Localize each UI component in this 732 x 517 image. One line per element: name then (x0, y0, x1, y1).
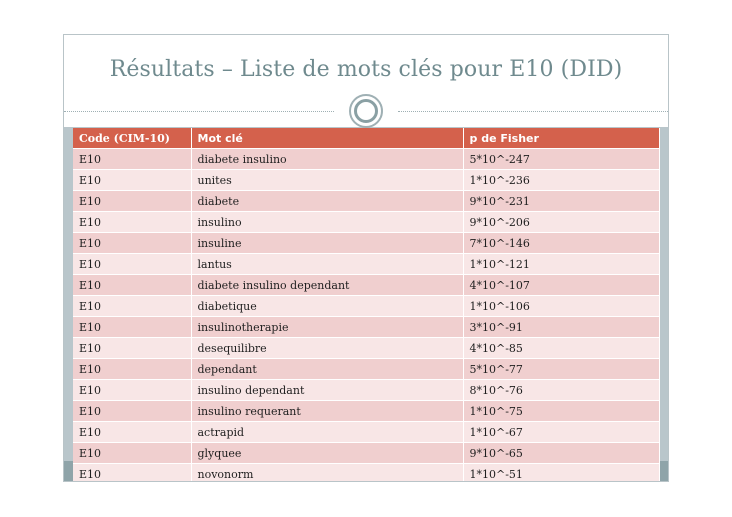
cell-p-value: 8*10^-76 (463, 379, 660, 401)
table-row: E10 unites 1*10^-236 (73, 169, 660, 191)
cell-p-value: 1*10^-106 (463, 295, 660, 317)
cell-p-value: 4*10^-85 (463, 337, 660, 359)
cell-keyword: diabete insulino (191, 148, 464, 170)
table-row: E10 actrapid 1*10^-67 (73, 421, 660, 443)
divider-right (398, 111, 668, 112)
cell-keyword: diabete insulino dependant (191, 274, 464, 296)
cell-code: E10 (73, 253, 192, 275)
divider-left (64, 111, 334, 112)
table-row: E10 lantus 1*10^-121 (73, 253, 660, 275)
table-header-row: Code (CIM-10) Mot clé p de Fisher (73, 128, 660, 149)
keyword-table: Code (CIM-10) Mot clé p de Fisher E10 di… (73, 128, 660, 481)
cell-p-value: 5*10^-247 (463, 148, 660, 170)
slide-title: Résultats – Liste de mots clés pour E10 … (109, 57, 623, 82)
table-row: E10 diabete insulino dependant 4*10^-107 (73, 274, 660, 296)
table-row: E10 diabetique 1*10^-106 (73, 295, 660, 317)
cell-keyword: unites (191, 169, 464, 191)
cell-code: E10 (73, 274, 192, 296)
header-p-fisher: p de Fisher (463, 128, 660, 149)
cell-keyword: insuline (191, 232, 464, 254)
cell-code: E10 (73, 337, 192, 359)
header-keyword: Mot clé (191, 128, 464, 149)
cell-keyword: diabetique (191, 295, 464, 317)
cell-code: E10 (73, 232, 192, 254)
cell-keyword: actrapid (191, 421, 464, 443)
table-row: E10 desequilibre 4*10^-85 (73, 337, 660, 359)
cell-code: E10 (73, 463, 192, 481)
table-row: E10 insulino dependant 8*10^-76 (73, 379, 660, 401)
cell-keyword: desequilibre (191, 337, 464, 359)
cell-keyword: glyquee (191, 442, 464, 464)
cell-code: E10 (73, 358, 192, 380)
table-row: E10 novonorm 1*10^-51 (73, 463, 660, 481)
cell-keyword: dependant (191, 358, 464, 380)
cell-p-value: 1*10^-75 (463, 400, 660, 422)
circle-ornament-inner-icon (354, 99, 378, 123)
cell-p-value: 9*10^-231 (463, 190, 660, 212)
table-row: E10 insulinotherapie 3*10^-91 (73, 316, 660, 338)
cell-code: E10 (73, 148, 192, 170)
cell-code: E10 (73, 442, 192, 464)
cell-keyword: insulino dependant (191, 379, 464, 401)
table-row: E10 diabete insulino 5*10^-247 (73, 148, 660, 170)
cell-code: E10 (73, 169, 192, 191)
cell-code: E10 (73, 211, 192, 233)
cell-keyword: insulino (191, 211, 464, 233)
table-row: E10 diabete 9*10^-231 (73, 190, 660, 212)
cell-p-value: 1*10^-236 (463, 169, 660, 191)
table-row: E10 insuline 7*10^-146 (73, 232, 660, 254)
cell-code: E10 (73, 190, 192, 212)
cell-keyword: diabete (191, 190, 464, 212)
cell-p-value: 9*10^-65 (463, 442, 660, 464)
table-row: E10 insulino 9*10^-206 (73, 211, 660, 233)
table-row: E10 dependant 5*10^-77 (73, 358, 660, 380)
cell-code: E10 (73, 379, 192, 401)
cell-p-value: 1*10^-51 (463, 463, 660, 481)
cell-p-value: 3*10^-91 (463, 316, 660, 338)
slide: Résultats – Liste de mots clés pour E10 … (63, 34, 669, 482)
table-row: E10 insulino requerant 1*10^-75 (73, 400, 660, 422)
cell-keyword: lantus (191, 253, 464, 275)
cell-p-value: 5*10^-77 (463, 358, 660, 380)
cell-keyword: novonorm (191, 463, 464, 481)
cell-p-value: 1*10^-67 (463, 421, 660, 443)
cell-p-value: 1*10^-121 (463, 253, 660, 275)
header-code: Code (CIM-10) (73, 128, 192, 149)
cell-keyword: insulino requerant (191, 400, 464, 422)
cell-p-value: 7*10^-146 (463, 232, 660, 254)
table-row: E10 glyquee 9*10^-65 (73, 442, 660, 464)
cell-p-value: 9*10^-206 (463, 211, 660, 233)
cell-code: E10 (73, 295, 192, 317)
cell-code: E10 (73, 400, 192, 422)
cell-keyword: insulinotherapie (191, 316, 464, 338)
cell-p-value: 4*10^-107 (463, 274, 660, 296)
cell-code: E10 (73, 421, 192, 443)
cell-code: E10 (73, 316, 192, 338)
